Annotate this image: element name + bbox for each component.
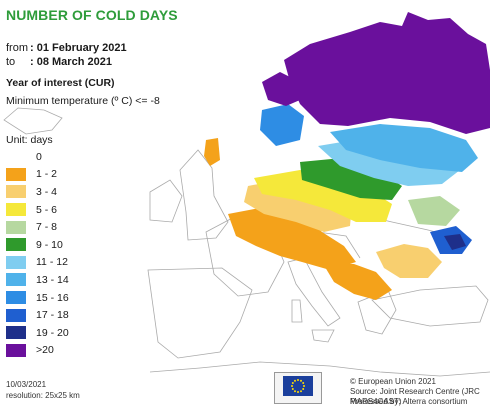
period-from: from: 01 February 2021: [6, 42, 127, 54]
legend-label: 17 - 18: [36, 309, 69, 322]
legend-swatch: [6, 150, 26, 164]
legend-label: 1 - 2: [36, 168, 58, 181]
zone-5-6-belt: [254, 170, 392, 222]
legend-label: 19 - 20: [36, 326, 69, 339]
footer-date: 10/03/2021: [6, 380, 47, 389]
legend-swatch: [6, 291, 26, 305]
legend-label: 15 - 16: [36, 291, 69, 304]
turkey-outline: [371, 285, 489, 327]
legend-items: 0 1 - 2 3 - 4 5 - 6 7 - 8 9 - 10 11 - 12 13 - 1…: [6, 148, 69, 359]
legend-label: 9 - 10: [36, 238, 63, 251]
footer-processed: Processed by: Alterra consortium: [350, 397, 468, 406]
zone-7-8-east: [408, 196, 460, 226]
legend: Unit: days 0 1 - 2 3 - 4 5 - 6 7 - 8 9 - 10 11…: [6, 134, 69, 359]
legend-item: 1 - 2: [6, 166, 69, 184]
zone-1-2-norway: [204, 138, 220, 166]
zone-1-2-balkans: [322, 262, 392, 300]
iceland-outline: [3, 107, 63, 135]
footer-resolution: resolution: 25x25 km: [6, 391, 80, 400]
legend-swatch: [6, 167, 26, 181]
legend-swatch: [6, 238, 26, 252]
map-title: NUMBER OF COLD DAYS: [6, 7, 178, 23]
legend-item: 9 - 10: [6, 236, 69, 254]
legend-swatch: [6, 220, 26, 234]
eu-stars-icon: [291, 379, 305, 393]
legend-unit: Unit: days: [6, 134, 53, 146]
legend-item: 0: [6, 148, 69, 166]
legend-label: 5 - 6: [36, 203, 58, 216]
legend-item: 17 - 18: [6, 306, 69, 324]
legend-swatch: [6, 273, 26, 287]
zone-over-20-scandinavia: [262, 72, 300, 106]
to-label: to: [6, 56, 16, 68]
legend-item: >20: [6, 342, 69, 360]
legend-label: 11 - 12: [36, 256, 68, 269]
legend-item: 7 - 8: [6, 218, 69, 236]
period-to: to : 08 March 2021: [6, 56, 112, 68]
footer-copyright: © European Union 2021: [350, 377, 436, 386]
britain-outline: [179, 149, 229, 241]
zone-13-14-russia-central: [330, 124, 478, 172]
legend-item: 19 - 20: [6, 324, 69, 342]
legend-label: 0: [36, 150, 42, 163]
cold-days-raster: [204, 12, 490, 300]
zone-9-10-baltic: [300, 158, 402, 200]
sardinia-outline: [291, 299, 303, 323]
legend-swatch: [6, 185, 26, 199]
legend-swatch: [6, 343, 26, 357]
to-value: : 08 March 2021: [30, 56, 112, 68]
from-value: : 01 February 2021: [30, 42, 127, 54]
ireland-outline: [149, 179, 183, 223]
north-africa-outline: [149, 361, 490, 377]
from-label: from: [6, 42, 28, 54]
legend-swatch: [6, 308, 26, 322]
year-of-interest-label: Year of interest (CUR): [6, 77, 115, 89]
legend-item: 3 - 4: [6, 183, 69, 201]
eu-flag-icon: [283, 376, 313, 396]
sicily-outline: [311, 329, 335, 343]
legend-label: 13 - 14: [36, 273, 69, 286]
legend-swatch: [6, 203, 26, 217]
zone-19-20-kazakh-core: [444, 234, 466, 250]
condition-label: Minimum temperature (º C) <= -8: [6, 95, 160, 107]
legend-label: >20: [36, 344, 54, 357]
legend-item: 15 - 16: [6, 289, 69, 307]
legend-label: 3 - 4: [36, 185, 58, 198]
legend-label: 7 - 8: [36, 221, 58, 234]
zone-over-20-north: [284, 12, 490, 134]
footer-source: Source: Joint Research Centre (JRC MARS4…: [350, 387, 480, 406]
legend-item: 5 - 6: [6, 201, 69, 219]
iberia-outline: [147, 267, 253, 359]
legend-swatch: [6, 255, 26, 269]
legend-swatch: [6, 326, 26, 340]
eu-logo: [274, 372, 322, 404]
zone-1-2-iberia-france: [228, 206, 356, 270]
legend-item: 11 - 12: [6, 254, 69, 272]
legend-item: 13 - 14: [6, 271, 69, 289]
italy-outline: [287, 257, 341, 327]
zone-15-16-finland: [260, 104, 304, 146]
zone-3-4-caucasus: [376, 244, 442, 278]
